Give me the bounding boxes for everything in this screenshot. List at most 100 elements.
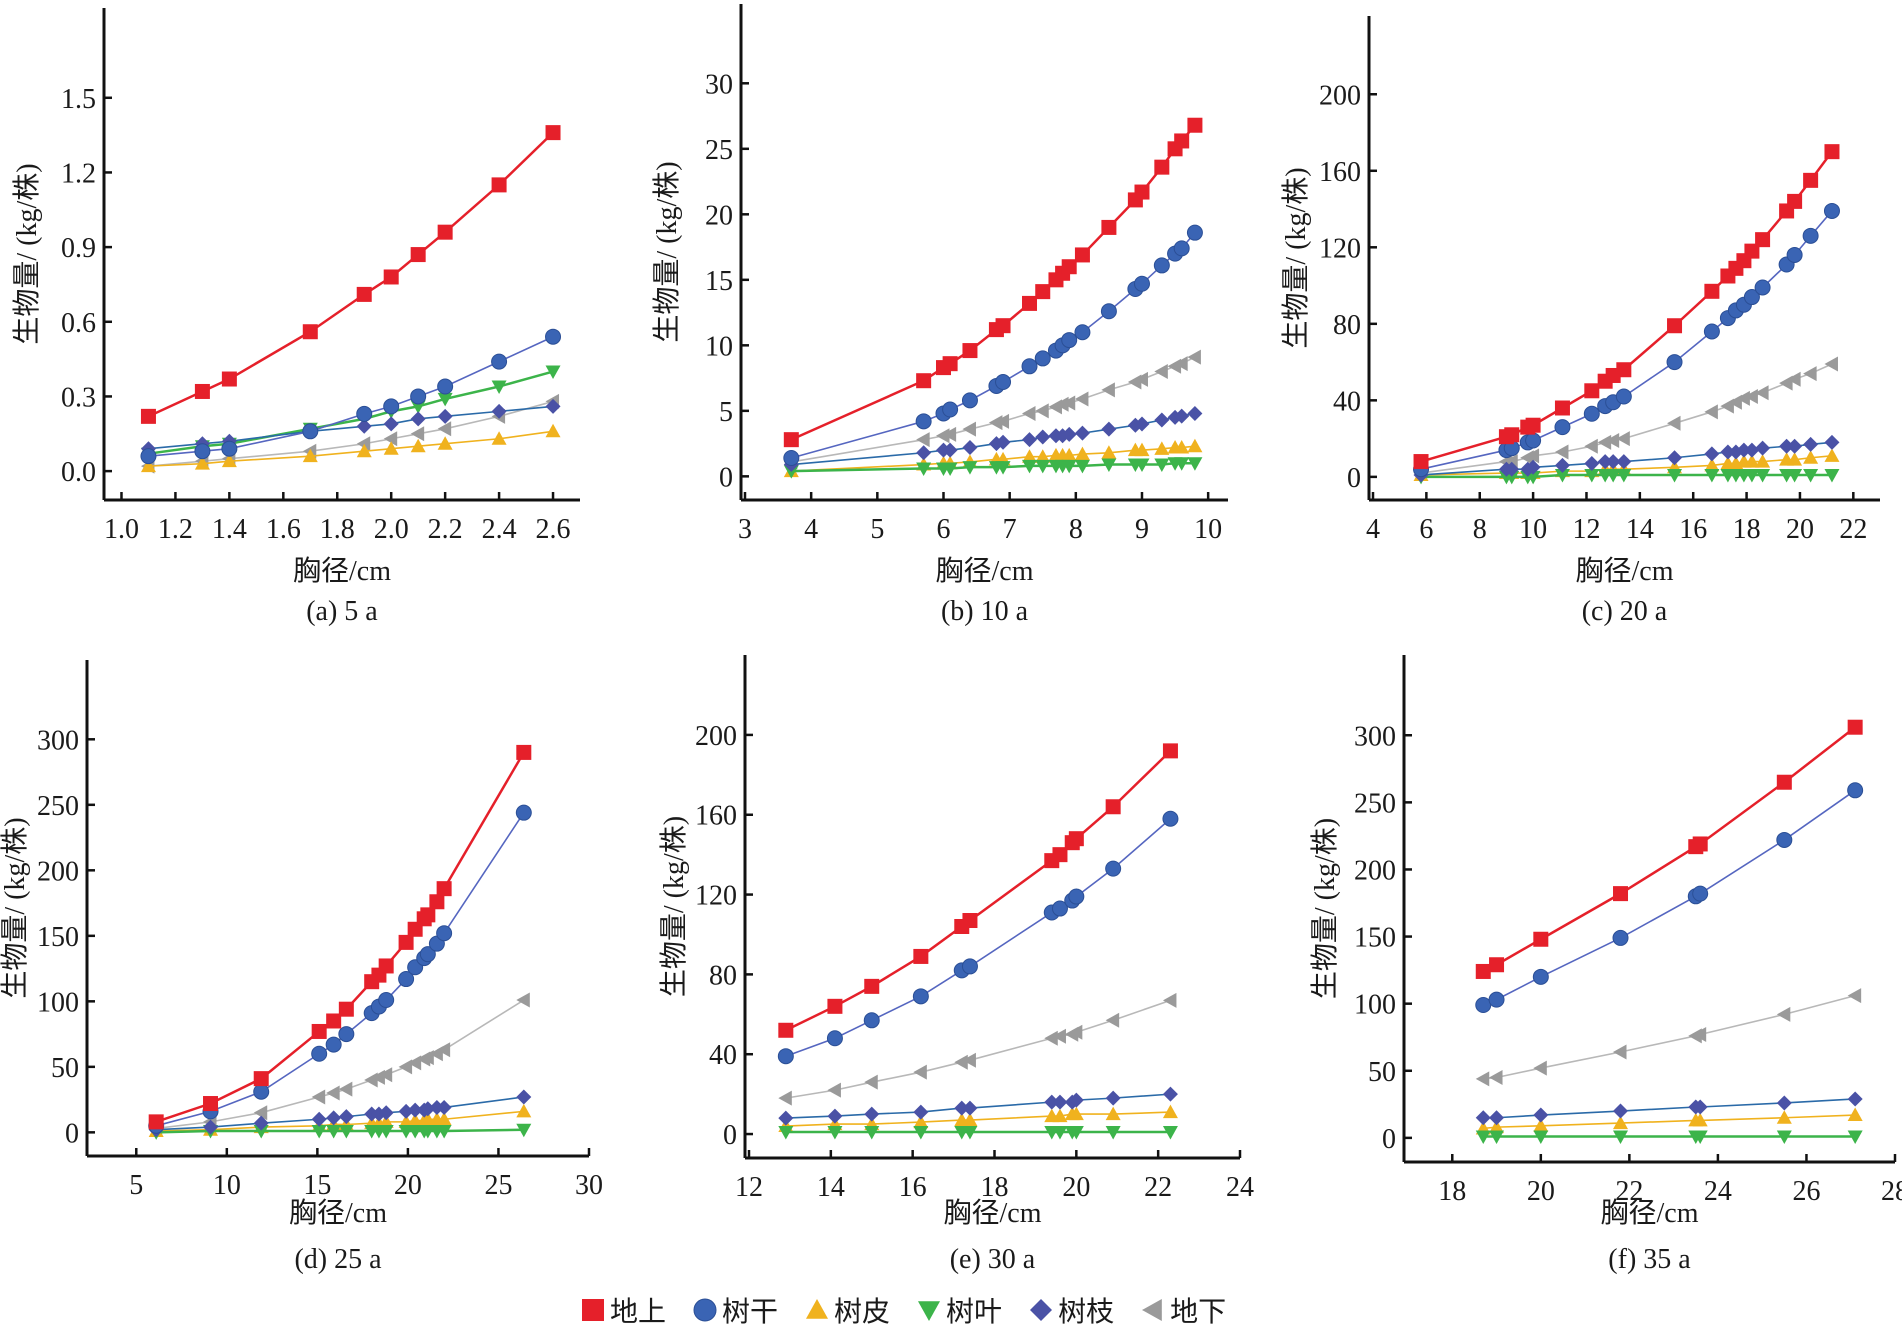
y-tick-label: 30 [705,69,733,100]
triangle-down-marker-icon [918,1301,941,1321]
data-point-belowground [1803,366,1817,382]
data-point-branch [1554,457,1570,473]
data-point-bark [962,1112,978,1127]
data-point-stem [783,450,800,467]
data-point-leaf [1667,468,1683,483]
y-axis-title: 生物量/ (kg/株) [1280,167,1312,348]
x-tick-label: 16 [1679,514,1707,545]
data-point-aboveground [326,1013,342,1029]
data-point-bark [1174,440,1190,454]
data-point-aboveground [1533,931,1549,947]
y-tick-label: 160 [1319,157,1361,188]
series-bark [1475,1107,1863,1135]
data-point-bark [356,443,372,458]
panel-e: 0 40 80 120 160 200 12 14 16 18 20 22 24 胸径/cm 生物量/ (k… [658,655,1254,1275]
data-point-bark [1489,1119,1505,1134]
data-point-belowground [864,1074,878,1090]
data-point-stem [1692,885,1709,902]
data-point-aboveground [913,948,929,964]
data-point-aboveground [311,1023,327,1039]
x-tick-label: 20 [1527,1176,1555,1207]
data-point-aboveground [420,907,436,923]
data-point-aboveground [378,958,394,974]
data-point-aboveground [1744,243,1760,259]
data-point-aboveground [437,224,453,240]
y-tick-label: 0 [65,1118,79,1149]
data-point-belowground [1744,389,1758,405]
data-point-leaf [942,462,958,476]
data-point-leaf [437,392,453,407]
data-point-stem [338,1026,355,1043]
series-bark [140,423,561,473]
series-line-aboveground [785,749,1172,1032]
data-point-bark [1803,450,1819,464]
data-point-bark [1052,1108,1068,1123]
data-point-belowground [1824,356,1838,372]
data-point-leaf [1134,458,1150,473]
data-point-leaf [827,1126,843,1140]
panel-caption: (b) 10 a [941,596,1029,627]
series-line-aboveground [155,751,525,1124]
y-tick-label: 25 [705,135,733,166]
data-point-stem [398,971,415,988]
data-point-branch [1803,436,1819,452]
data-point-leaf [1755,468,1771,483]
data-point-belowground [326,1085,340,1101]
x-tick-label: 1.6 [266,514,301,545]
data-point-branch [1489,1110,1505,1126]
data-point-leaf [516,1123,532,1138]
y-axis-title: 生物量/ (kg/株) [11,163,43,344]
data-point-belowground [1055,396,1069,412]
data-point-leaf [1489,1130,1505,1145]
y-tick-label: 100 [37,987,79,1018]
data-point-bark [545,423,561,438]
x-axis-title: 胸径/cm [293,555,391,587]
data-point-branch [253,1115,269,1131]
panel-caption: (c) 20 a [1582,596,1668,627]
data-point-branch [1105,1090,1121,1106]
data-point-leaf [1022,459,1038,474]
data-point-belowground [436,1042,451,1058]
x-tick-label: 10 [1194,514,1222,545]
data-point-belowground [253,1105,268,1121]
x-tick-label: 14 [817,1172,845,1203]
data-point-aboveground [1776,774,1792,790]
data-point-bark [1613,1115,1629,1130]
y-tick-label: 0.6 [61,308,96,339]
data-point-aboveground [1525,417,1541,433]
data-point-leaf [491,380,507,394]
y-tick-label: 80 [709,960,737,991]
data-point-belowground [378,1067,393,1083]
data-point-branch [1692,1099,1708,1115]
data-point-stem [383,398,400,415]
data-point-belowground [311,1089,326,1105]
data-point-aboveground [436,881,452,897]
x-axis-title: 胸径/cm [1601,1197,1699,1229]
series-aboveground [148,744,532,1130]
data-point-aboveground [356,286,372,302]
data-point-stem [1105,860,1122,877]
data-point-stem [1743,289,1760,306]
x-tick-label: 8 [1069,514,1083,545]
legend-label: 树皮 [834,1297,891,1328]
x-tick-label: 28 [1881,1176,1902,1207]
y-tick-label: 1.2 [61,158,96,189]
data-point-branch [1667,450,1683,466]
data-point-belowground [1525,448,1540,464]
data-point-leaf [1187,457,1203,471]
data-point-belowground [1052,1028,1066,1044]
data-point-branch [1022,432,1038,448]
data-point-stem [140,448,157,465]
data-point-stem [253,1083,270,1100]
data-point-belowground [1022,405,1036,421]
y-axis-title: 生物量/ (kg/株) [1309,818,1341,999]
y-tick-label: 100 [1354,990,1396,1021]
data-point-stem [436,925,453,942]
x-tick-label: 20 [1786,514,1814,545]
legend: 地上 树干 树皮 树叶 树枝 地下 [580,1290,1226,1330]
data-point-aboveground [783,432,799,448]
data-point-leaf [1787,468,1803,483]
data-point-belowground [356,436,371,452]
x-tick-label: 12 [1572,514,1600,545]
data-point-branch [1134,416,1150,432]
